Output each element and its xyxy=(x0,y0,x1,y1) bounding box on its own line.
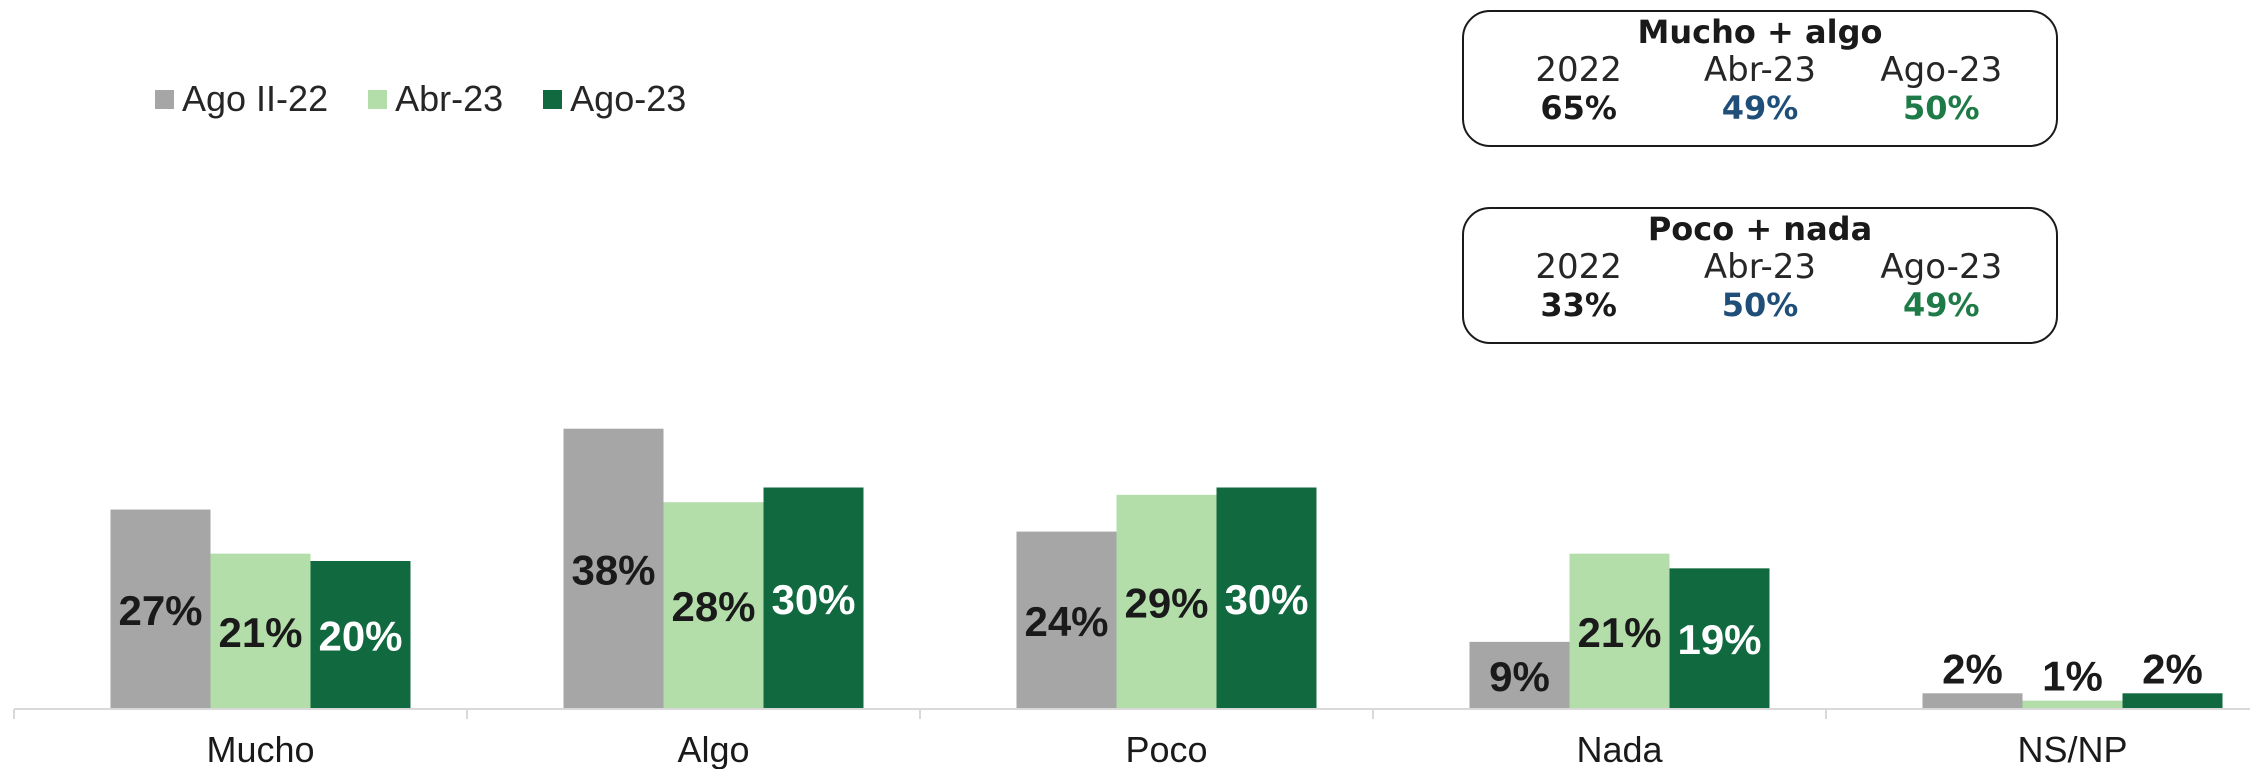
bar xyxy=(1216,487,1317,708)
bar xyxy=(1116,494,1217,708)
bar xyxy=(310,561,411,708)
summary-label: Abr-23 xyxy=(1703,247,1817,287)
data-label: 21% xyxy=(1577,609,1661,656)
summary-box-mucho-algo: Mucho + algo 2022 Abr-23 Ago-23 65% 49% … xyxy=(1462,10,2058,147)
category-label: Mucho xyxy=(206,729,314,769)
bar xyxy=(1469,641,1570,708)
summary-box-values: 65% 49% 50% xyxy=(1464,90,2056,126)
summary-box-title: Mucho + algo xyxy=(1637,13,1883,51)
legend-label: Ago II-22 xyxy=(182,78,329,119)
bar xyxy=(1016,531,1117,708)
legend-swatch xyxy=(543,89,563,109)
summary-value: 49% xyxy=(1721,89,1799,127)
data-label: 30% xyxy=(1224,576,1308,623)
legend-swatch xyxy=(155,89,174,109)
x-axis-ticks xyxy=(13,709,1827,719)
legend-label: Ago-23 xyxy=(570,78,687,119)
category-label: Algo xyxy=(677,729,749,769)
bar xyxy=(1569,553,1670,708)
bar xyxy=(2022,700,2123,708)
legend-item-ago-ii-22: Ago II-22 xyxy=(155,78,328,120)
summary-box-values: 33% 50% 49% xyxy=(1464,287,2056,323)
summary-value: 50% xyxy=(1903,89,1980,127)
summary-box-title: Poco + nada xyxy=(1647,210,1873,248)
data-label: 38% xyxy=(571,546,655,593)
summary-label: Ago-23 xyxy=(1880,50,2003,90)
data-label: 1% xyxy=(2042,653,2103,700)
bar xyxy=(210,553,311,708)
category-labels: Mucho Algo Poco Nada NS/NP xyxy=(206,729,2127,769)
summary-value: 49% xyxy=(1903,286,1980,324)
data-label: 2% xyxy=(2142,645,2203,692)
category-label: Nada xyxy=(1576,729,1663,769)
summary-box-labels: 2022 Abr-23 Ago-23 xyxy=(1464,247,2056,287)
legend: Ago II-22 Abr-23 Ago-23 xyxy=(155,78,726,120)
data-label: 24% xyxy=(1024,598,1108,645)
legend-label: Abr-23 xyxy=(395,78,504,119)
data-label: 27% xyxy=(118,587,202,634)
bars-layer xyxy=(110,428,2223,708)
bar xyxy=(563,428,664,708)
data-label: 29% xyxy=(1124,579,1208,626)
legend-item-ago-23: Ago-23 xyxy=(543,78,686,120)
summary-label: Abr-23 xyxy=(1703,50,1817,90)
data-label: 21% xyxy=(218,609,302,656)
data-label: 28% xyxy=(671,583,755,630)
bar xyxy=(2122,693,2223,708)
data-label: 30% xyxy=(771,576,855,623)
data-label: 2% xyxy=(1942,645,2003,692)
data-label: 19% xyxy=(1677,616,1761,663)
summary-value: 50% xyxy=(1721,286,1799,324)
value-labels: 27% 21% 20% 38% 28% 30% 24% 29% 30% 9% 21% 19% 2% 1% 2… xyxy=(118,546,2202,700)
data-label: 20% xyxy=(318,613,402,660)
summary-value: 65% xyxy=(1540,89,1617,127)
bar xyxy=(1922,693,2023,708)
summary-label: 2022 xyxy=(1535,247,1622,287)
category-label: NS/NP xyxy=(2017,729,2127,769)
summary-box-poco-nada: Poco + nada 2022 Abr-23 Ago-23 33% 50% 4… xyxy=(1462,207,2058,344)
data-label: 9% xyxy=(1489,653,1550,700)
summary-label: 2022 xyxy=(1535,50,1622,90)
legend-item-abr-23: Abr-23 xyxy=(368,78,503,120)
summary-value: 33% xyxy=(1540,286,1617,324)
bar xyxy=(663,502,764,708)
bar xyxy=(110,509,211,708)
summary-box-labels: 2022 Abr-23 Ago-23 xyxy=(1464,50,2056,90)
category-label: Poco xyxy=(1125,729,1207,769)
legend-swatch xyxy=(368,89,388,109)
bar xyxy=(1669,568,1770,708)
bar xyxy=(763,487,864,708)
summary-label: Ago-23 xyxy=(1880,247,2003,287)
